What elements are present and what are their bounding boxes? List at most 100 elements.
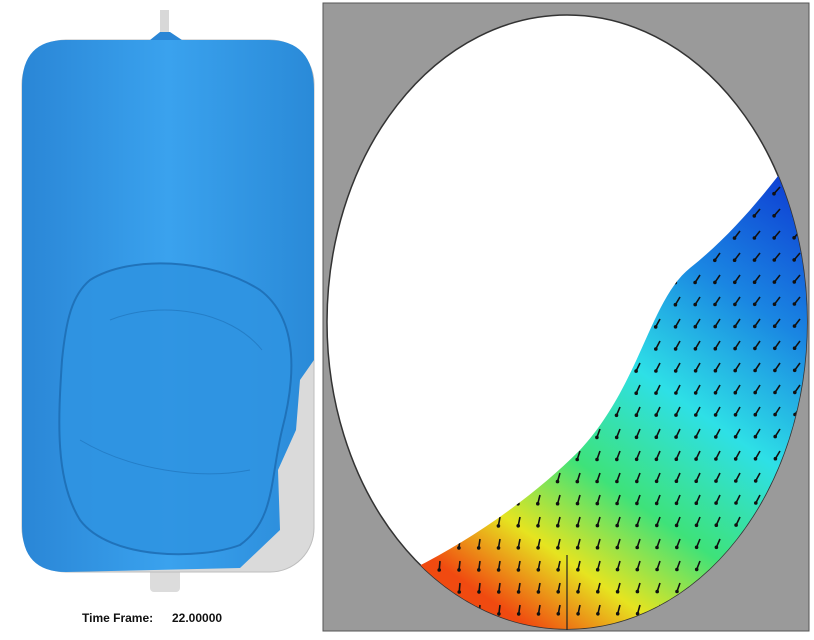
vector-head: [752, 214, 757, 218]
vector-head: [694, 567, 699, 572]
vector-head: [654, 347, 658, 351]
vector-head: [477, 568, 481, 572]
vector-head: [614, 413, 619, 418]
vector-head: [694, 501, 699, 506]
vector-head: [536, 501, 540, 506]
vector-head: [595, 545, 600, 550]
top-cap: [150, 32, 182, 40]
vector-head: [792, 368, 797, 373]
vector-head: [792, 324, 797, 328]
vector-head: [437, 568, 442, 572]
vector-head: [615, 567, 620, 572]
vector-head: [596, 612, 600, 616]
vector-head: [497, 612, 501, 616]
vector-head: [595, 567, 600, 572]
vector-head: [614, 435, 619, 440]
vector-head: [733, 368, 737, 373]
vector-head: [674, 523, 679, 528]
vector-head: [477, 590, 481, 594]
vector-head: [654, 391, 658, 395]
vector-head: [655, 589, 659, 594]
vector-head: [713, 258, 717, 263]
vector-head: [773, 412, 777, 417]
vector-head: [753, 390, 757, 395]
vector-head: [772, 214, 776, 218]
vector-head: [555, 501, 560, 506]
vector-head: [576, 612, 580, 616]
vector-head: [516, 590, 521, 594]
vector-head: [792, 346, 797, 351]
vector-head: [576, 567, 580, 572]
vector-head: [536, 568, 541, 572]
vector-head: [575, 501, 580, 506]
vector-head: [635, 545, 639, 550]
vector-head: [615, 589, 620, 594]
vector-head: [733, 435, 738, 439]
vector-head: [713, 391, 718, 395]
surface-ridge: [79, 309, 263, 475]
vector-head: [634, 457, 639, 462]
vector-head: [772, 191, 776, 196]
vector-head: [595, 457, 599, 462]
vector-head: [615, 479, 619, 484]
tank-3d-view: Time Frame: 22.00000: [21, 10, 315, 625]
vector-head: [674, 413, 678, 417]
vector-head: [772, 258, 777, 262]
vector-head: [635, 479, 639, 484]
vector-head: [536, 524, 540, 528]
vector-head: [754, 501, 758, 505]
free-surface-bubble: [58, 262, 293, 556]
vector-head: [773, 368, 777, 373]
vector-head: [673, 302, 678, 307]
vector-head: [576, 590, 580, 594]
vector-head: [497, 590, 501, 594]
vector-head: [792, 280, 797, 284]
vector-head: [713, 413, 718, 417]
vector-head: [654, 413, 658, 417]
top-nozzle: [160, 10, 169, 42]
vector-head: [714, 501, 718, 505]
vector-head: [792, 302, 797, 306]
vector-head: [732, 258, 737, 263]
vector-head: [693, 369, 698, 373]
vector-head: [556, 523, 560, 528]
vector-head: [675, 545, 679, 550]
vector-head: [674, 501, 679, 506]
vector-head: [753, 412, 758, 417]
vector-head: [615, 611, 620, 616]
vector-head: [634, 391, 638, 396]
vector-head: [734, 479, 738, 483]
vector-head: [595, 479, 599, 484]
vector-head: [733, 457, 738, 461]
vector-head: [575, 479, 580, 484]
vector-head: [457, 568, 461, 572]
time-frame-value: 22.00000: [172, 611, 222, 625]
vector-head: [635, 589, 640, 594]
vector-head: [556, 546, 560, 550]
vector-head: [655, 523, 659, 528]
vector-head: [693, 324, 698, 329]
vector-head: [476, 546, 481, 550]
vector-head: [694, 479, 698, 484]
vector-head: [752, 258, 757, 262]
vector-head: [516, 568, 521, 572]
vector-head: [496, 568, 501, 572]
vector-head: [635, 523, 639, 528]
vector-head: [655, 567, 659, 572]
vector-head: [536, 546, 540, 550]
vector-head: [536, 590, 541, 594]
vector-head: [496, 546, 501, 550]
vector-head: [654, 501, 659, 506]
vector-head: [753, 324, 757, 329]
vector-head: [733, 390, 738, 395]
vector-head: [516, 524, 520, 528]
vector-head: [713, 302, 717, 307]
vector-head: [733, 324, 737, 329]
vector-head: [595, 435, 599, 440]
vector-head: [556, 612, 561, 616]
vector-head: [694, 523, 699, 528]
vector-head: [792, 258, 796, 262]
vector-head: [635, 567, 640, 572]
vector-head: [635, 611, 640, 616]
